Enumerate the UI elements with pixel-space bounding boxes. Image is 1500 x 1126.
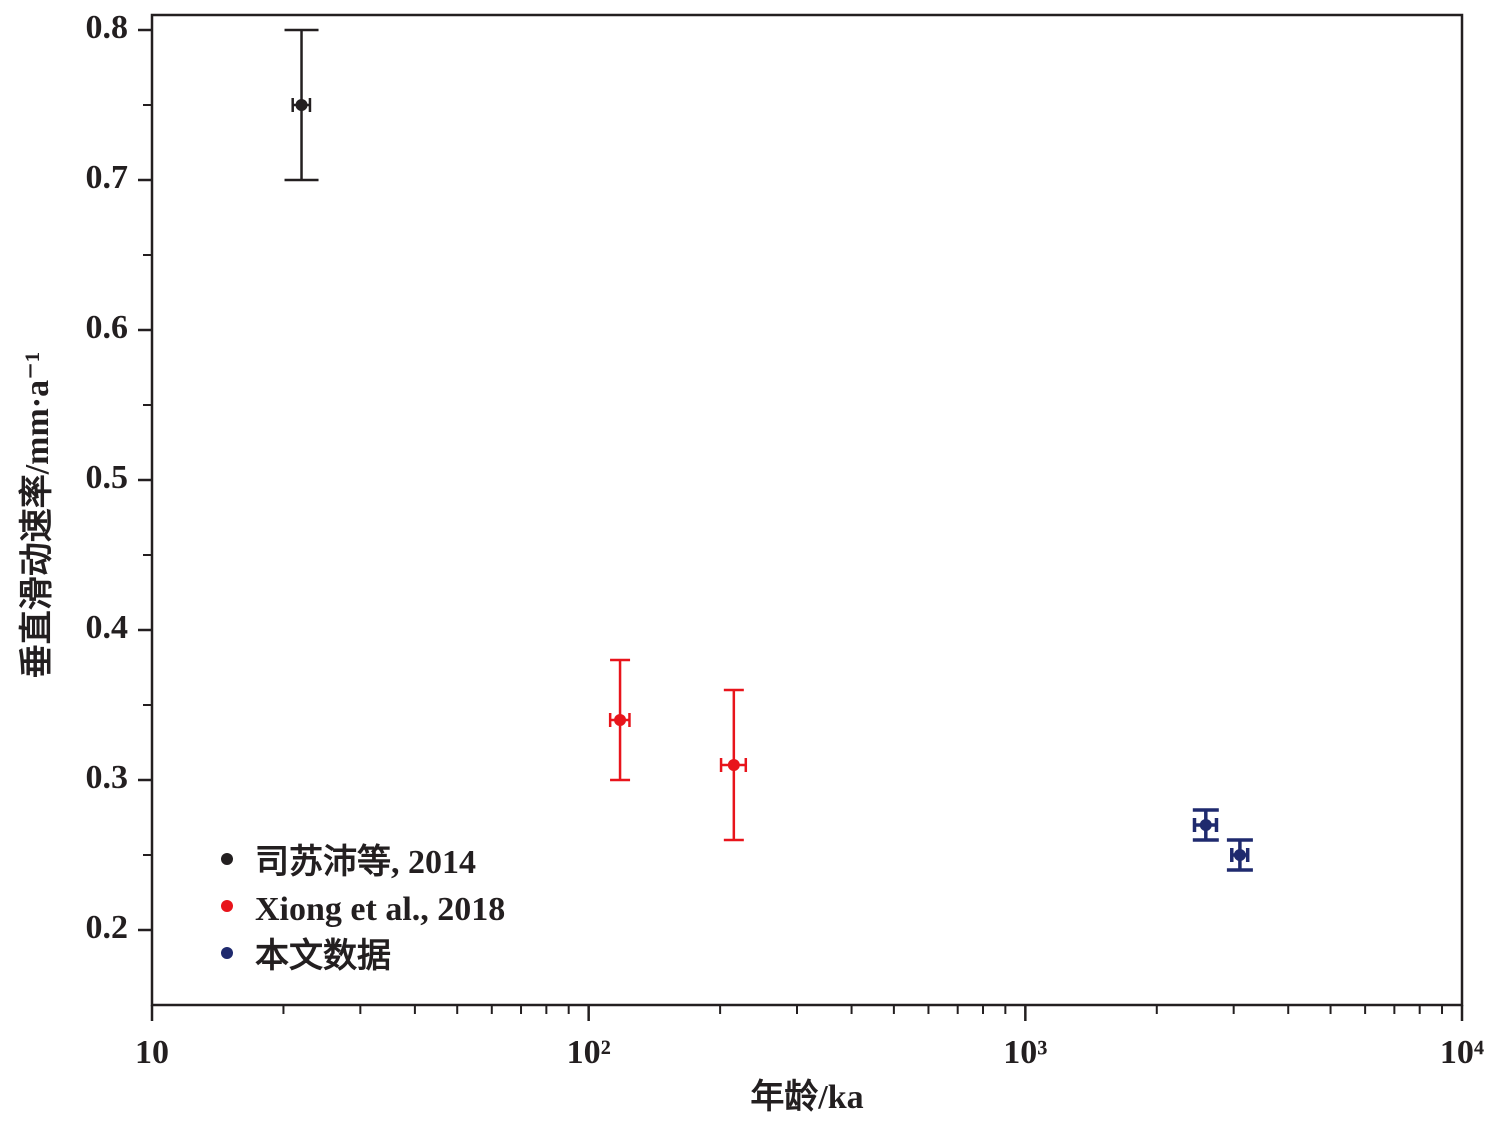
- x-tick-label: 10⁴: [1440, 1034, 1484, 1071]
- y-axis-title: 垂直滑动速率/mm·a⁻¹: [18, 352, 56, 679]
- y-tick-label: 0.8: [86, 9, 129, 46]
- y-tick-label: 0.5: [86, 459, 129, 496]
- y-tick-label: 0.3: [86, 759, 129, 796]
- x-tick-label: 10: [135, 1034, 169, 1071]
- y-tick-label: 0.7: [86, 159, 129, 196]
- legend-label: 司苏沛等, 2014: [255, 843, 476, 881]
- y-tick-label: 0.4: [86, 609, 129, 646]
- data-point: [1233, 849, 1246, 861]
- y-tick-label: 0.6: [86, 309, 129, 346]
- data-point: [727, 759, 740, 771]
- legend-marker: [221, 853, 233, 865]
- legend-marker: [221, 900, 233, 912]
- y-tick-label: 0.2: [86, 909, 129, 946]
- legend-marker: [221, 947, 233, 959]
- data-point: [614, 714, 627, 726]
- legend-label: Xiong et al., 2018: [255, 891, 505, 928]
- legend-label: 本文数据: [255, 937, 391, 975]
- x-axis-title: 年龄/ka: [750, 1078, 863, 1116]
- plot-frame: [150, 13, 1464, 1007]
- data-point: [295, 99, 308, 111]
- data-point: [1199, 819, 1212, 831]
- x-tick-label: 10³: [1003, 1034, 1047, 1071]
- x-tick-label: 10²: [567, 1034, 611, 1071]
